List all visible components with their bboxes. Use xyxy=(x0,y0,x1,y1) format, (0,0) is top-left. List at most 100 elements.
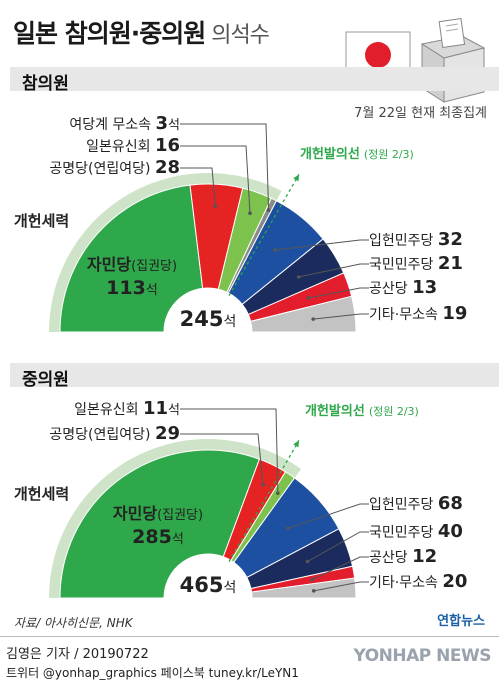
reform-label: 개헌세력 xyxy=(14,212,69,230)
threshold-label-note: (정원 2/3) xyxy=(364,148,414,161)
callout-line-5 xyxy=(298,263,369,278)
threshold-line xyxy=(228,440,300,562)
ldp-seats-unit: 석 xyxy=(172,532,184,547)
callout-label-4: 입헌민주당 32 xyxy=(369,229,463,250)
total-seats: 245 xyxy=(180,307,224,331)
party-seats-4: 32 xyxy=(438,229,463,250)
callout-label-7: 기타·무소속 19 xyxy=(369,303,467,324)
source-note: 자료/ 아사히신문, NHK xyxy=(14,616,133,630)
party-seats-3: 68 xyxy=(438,493,463,514)
section-label-lower: 중의원 xyxy=(22,370,69,390)
slice-label-ldp-name: 자민당(집권당) xyxy=(113,504,203,523)
party-name-4: 입헌민주당 xyxy=(369,233,438,249)
callout-dot-4 xyxy=(273,248,277,252)
threshold-label-main: 개헌발의선 xyxy=(300,146,360,162)
date-note: 7월 22일 현재 최종집계 xyxy=(354,106,487,121)
party-seats-6: 13 xyxy=(412,277,437,298)
callout-dot-1 xyxy=(261,482,265,487)
ldp-name: 자민당 xyxy=(87,255,131,274)
author-credit: 김영은 기자 / 20190722 xyxy=(6,647,149,662)
callout-dot-3 xyxy=(286,526,290,531)
seat-slice-6 xyxy=(251,577,357,599)
callout-dot-5 xyxy=(310,577,315,582)
party-name-3: 여당계 무소속 xyxy=(69,117,155,133)
party-seats-1: 28 xyxy=(155,157,180,178)
total-seats-unit: 석 xyxy=(223,580,236,596)
callout-line-7 xyxy=(313,313,369,320)
ldp-role: (집권당) xyxy=(131,259,177,274)
total-seats-label: 245석 xyxy=(180,307,237,331)
party-seats-1: 29 xyxy=(155,423,180,444)
ldp-seats: 113 xyxy=(106,277,146,299)
callout-dot-6 xyxy=(306,296,311,300)
party-name-6: 기타·무소속 xyxy=(369,575,442,591)
callout-line-2 xyxy=(180,408,279,494)
threshold-label-main: 개헌발의선 xyxy=(305,403,365,419)
callout-label-5: 공산당 12 xyxy=(369,546,437,567)
total-seats: 465 xyxy=(180,573,224,597)
threshold-label-note: (정원 2/3) xyxy=(369,405,419,418)
party-name-4: 국민민주당 xyxy=(369,525,438,541)
party-seats-4: 40 xyxy=(438,521,463,542)
ldp-name: 자민당 xyxy=(113,504,157,523)
party-seats-5: 12 xyxy=(412,546,437,567)
section-label-upper: 참의원 xyxy=(22,74,69,94)
callout-label-4: 국민민주당 40 xyxy=(369,521,463,542)
callout-label-5: 국민민주당 21 xyxy=(369,253,463,274)
party-name-7: 기타·무소속 xyxy=(369,307,442,323)
seat-slice-7 xyxy=(250,295,357,333)
seat-slice-0 xyxy=(59,184,204,333)
footer-divider xyxy=(0,636,499,637)
callout-line-3 xyxy=(287,503,369,529)
ldp-seats: 285 xyxy=(132,526,172,548)
callout-line-4 xyxy=(307,531,369,562)
section-tab-upper xyxy=(10,67,499,91)
callout-line-2 xyxy=(180,145,251,214)
callout-line-3 xyxy=(180,123,270,211)
callout-dot-4 xyxy=(305,559,310,564)
callout-label-2: 일본유신회 16 xyxy=(86,135,180,156)
title-bar: 일본 참의원·중의원 의석수 xyxy=(0,0,499,60)
callout-line-6 xyxy=(308,287,369,299)
callout-line-6 xyxy=(313,581,369,592)
callout-dot-2 xyxy=(248,211,252,216)
callout-line-5 xyxy=(312,556,369,580)
yonhapnews-logo: YONHAP NEWS xyxy=(353,646,492,666)
party-seats-2: 16 xyxy=(155,135,180,156)
threshold-arrow xyxy=(293,174,299,182)
threshold-arrow xyxy=(293,440,299,448)
callout-line-1 xyxy=(180,167,216,207)
party-seats-unit-3: 석 xyxy=(168,118,180,133)
callout-dot-3 xyxy=(266,208,271,213)
yonhap-logo: 연합뉴스 xyxy=(437,614,485,629)
reform-band xyxy=(49,172,282,332)
party-name-6: 공산당 xyxy=(369,281,412,297)
party-name-1: 공명당(연립여당) xyxy=(49,427,155,443)
total-seats-unit: 석 xyxy=(223,314,236,330)
threshold-line xyxy=(228,174,300,296)
party-seats-unit-2: 석 xyxy=(168,403,180,418)
threshold-label: 개헌발의선 (정원 2/3) xyxy=(300,146,414,162)
callout-line-4 xyxy=(275,239,369,251)
party-name-1: 공명당(연립여당) xyxy=(49,161,155,177)
party-seats-7: 19 xyxy=(442,303,467,324)
page-subtitle: 의석수 xyxy=(211,23,270,48)
party-name-5: 국민민주당 xyxy=(369,257,438,273)
callout-label-1: 공명당(연립여당) 28 xyxy=(49,157,180,178)
reform-label: 개헌세력 xyxy=(14,485,69,503)
party-seats-2: 11 xyxy=(143,398,168,419)
callout-label-2: 일본유신회 11석 xyxy=(74,398,180,419)
callout-label-1: 공명당(연립여당) 29 xyxy=(49,423,180,444)
slice-label-ldp-value: 285석 xyxy=(132,526,184,548)
total-seats-label: 465석 xyxy=(180,573,237,597)
callout-dot-5 xyxy=(296,275,301,279)
ldp-role: (집권당) xyxy=(157,508,203,523)
callout-dot-2 xyxy=(276,491,280,495)
callout-label-6: 기타·무소속 20 xyxy=(369,571,467,592)
party-name-2: 일본유신회 xyxy=(86,139,155,155)
section-tab-lower xyxy=(10,363,499,387)
party-seats-6: 20 xyxy=(442,571,467,592)
sns-credit: 트위터 @yonhap_graphics 페이스북 tuney.kr/LeYN1 xyxy=(6,666,299,680)
